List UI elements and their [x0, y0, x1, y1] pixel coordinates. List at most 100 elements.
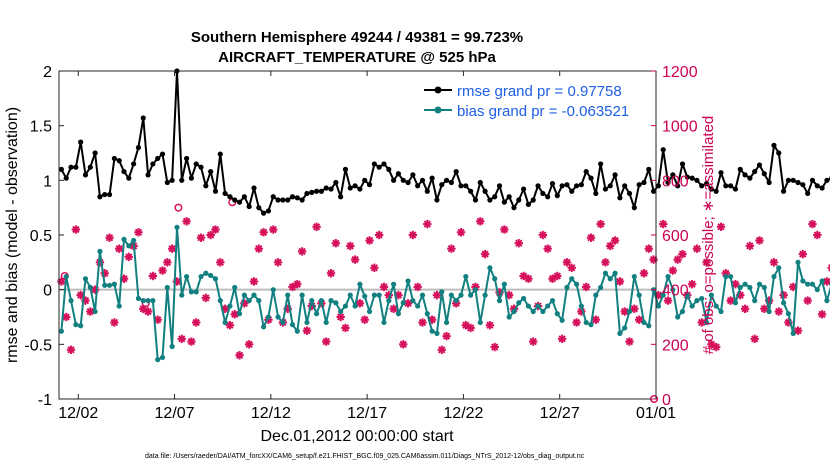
bias-point: [299, 292, 305, 298]
assimilated-star-stroke: [751, 335, 759, 343]
bias-point: [670, 287, 676, 293]
assimilated-star-stroke: [635, 316, 643, 324]
assimilated-star-stroke: [86, 307, 94, 316]
assimilated-count-marker: [625, 337, 634, 346]
assimilated-count-marker: [254, 244, 264, 253]
assimilated-star-stroke: [361, 316, 369, 324]
rmse-point: [626, 190, 633, 197]
assimilated-star-stroke: [808, 220, 817, 228]
assimilated-star-stroke: [457, 228, 465, 236]
bias-point: [747, 284, 753, 291]
bias-point: [164, 284, 170, 291]
assimilated-star-stroke: [149, 272, 157, 280]
rmse-point: [809, 177, 816, 183]
rmse-point: [694, 177, 700, 183]
assimilated-count-marker: [538, 230, 548, 240]
assimilated-star-stroke: [216, 258, 224, 267]
assimilated-star-stroke: [105, 234, 114, 242]
obs-count-layer: [57, 198, 830, 404]
rmse-point: [602, 186, 609, 192]
bias-point: [549, 298, 556, 304]
rmse-point: [405, 179, 411, 186]
rmse-point: [261, 210, 267, 216]
rmse-point: [655, 183, 662, 189]
bias-point: [761, 284, 767, 291]
rmse-point: [679, 161, 686, 167]
possible-count-marker: [174, 203, 183, 212]
bias-point: [400, 300, 406, 306]
assimilated-count-marker: [66, 345, 76, 354]
bias-point: [742, 281, 748, 287]
rmse-point: [443, 177, 450, 183]
rmse-point: [564, 182, 570, 188]
bias-point: [795, 259, 801, 265]
assimilated-star-stroke: [274, 258, 282, 267]
bias-point: [121, 236, 127, 242]
assimilated-star-stroke: [192, 318, 200, 327]
rmse-point: [805, 190, 811, 197]
bias-point: [439, 289, 445, 295]
rmse-point: [756, 162, 763, 168]
assimilated-count-marker: [230, 310, 239, 319]
assimilated-star-stroke: [442, 332, 451, 340]
assimilated-star-stroke: [72, 225, 80, 234]
rmse-point: [723, 183, 729, 189]
bias-point: [405, 278, 411, 284]
bias-point: [699, 295, 705, 302]
bias-point: [612, 270, 618, 276]
assimilated-count-marker: [326, 269, 336, 278]
y-right-tick-label: 1200: [662, 64, 698, 81]
assimilated-star-stroke: [380, 283, 388, 291]
bias-point: [159, 354, 166, 361]
assimilated-count-marker: [644, 244, 653, 253]
assimilated-count-marker: [634, 315, 644, 324]
rmse-point: [790, 177, 796, 183]
assimilated-count-marker: [206, 230, 215, 240]
bias-point: [521, 295, 527, 302]
rmse-point: [675, 183, 681, 189]
bias-point: [756, 281, 763, 287]
rmse-point: [116, 158, 122, 164]
assimilated-star-stroke: [731, 280, 740, 288]
bias-point: [424, 311, 430, 317]
bias-point: [492, 276, 498, 282]
rmse-point: [371, 161, 377, 167]
rmse-point: [68, 164, 74, 170]
assimilated-count-marker: [466, 323, 475, 333]
assimilated-count-marker: [668, 266, 678, 275]
rmse-point: [506, 194, 512, 200]
assimilated-star-stroke: [187, 337, 196, 346]
bias-point: [578, 303, 584, 309]
assimilated-count-marker: [557, 334, 567, 344]
rmse-point: [458, 183, 464, 189]
assimilated-count-marker: [346, 241, 355, 251]
legend-rmse-marker: [434, 86, 442, 94]
bias-point: [198, 273, 204, 280]
assimilated-star-stroke: [770, 258, 778, 267]
rmse-point: [511, 205, 517, 211]
rmse-point: [111, 155, 117, 162]
x-tick-label: 12/27: [540, 405, 580, 422]
rmse-point: [78, 139, 84, 145]
rmse-point: [318, 188, 324, 194]
bias-point: [675, 314, 681, 320]
assimilated-count-marker: [71, 225, 81, 234]
rmse-point: [362, 177, 368, 183]
y-right-tick-label: 800: [662, 173, 689, 190]
bias-point: [472, 287, 479, 293]
rmse-point: [795, 179, 801, 186]
bias-point: [814, 287, 820, 293]
bias-point: [819, 278, 825, 284]
assimilated-count-marker: [216, 258, 225, 267]
bias-point: [641, 319, 647, 326]
assimilated-count-marker: [514, 239, 523, 248]
assimilated-star-stroke: [553, 272, 561, 280]
rmse-point: [819, 185, 825, 191]
y-right-tick-label: 400: [662, 283, 689, 300]
assimilated-star-stroke: [491, 343, 499, 351]
assimilated-count-marker: [678, 249, 687, 259]
x-tick-label: 12/17: [347, 405, 387, 422]
x-tick-label: 12/22: [443, 405, 483, 422]
x-axis: 12/02 12/07 12/12 12/17 12/22 12/27 01/01: [58, 71, 676, 422]
bias-point: [496, 298, 503, 304]
